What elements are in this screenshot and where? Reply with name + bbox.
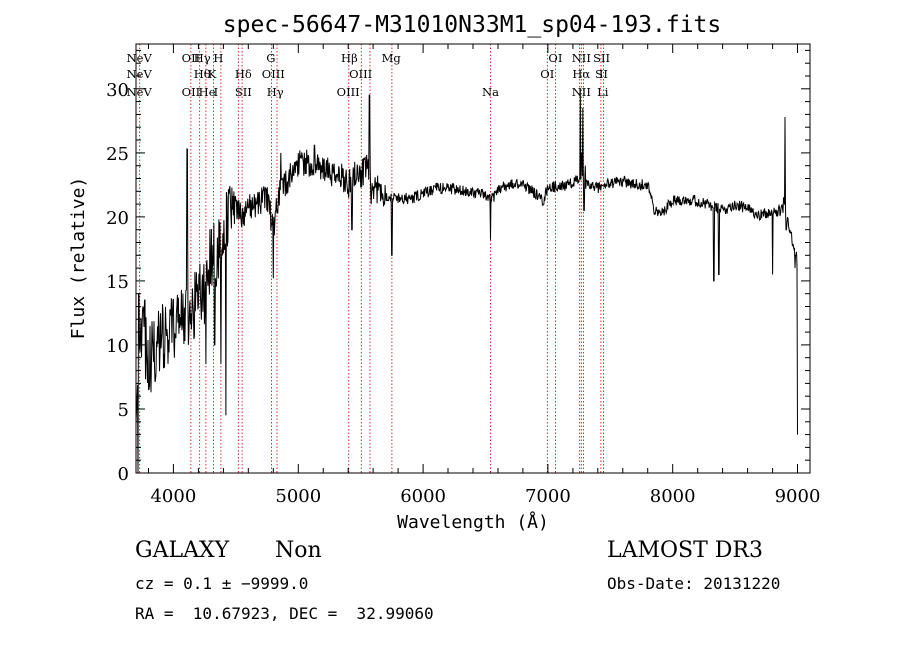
line-label: Hβ xyxy=(341,51,358,65)
line-label: He xyxy=(199,85,216,99)
line-label: I xyxy=(214,85,219,99)
line-label: NII xyxy=(572,51,591,65)
line-label: Mg xyxy=(382,51,402,65)
x-tick-label: 6000 xyxy=(400,486,446,507)
line-label: NII xyxy=(572,85,591,99)
line-label: OII xyxy=(182,51,201,65)
y-tick-label: 10 xyxy=(106,336,129,357)
x-tick-label: 4000 xyxy=(150,486,196,507)
plot-frame xyxy=(135,43,811,474)
line-label: OIII xyxy=(262,67,285,81)
line-label: OI xyxy=(548,51,562,65)
coordinates: RA = 10.67923, DEC = 32.99060 xyxy=(135,604,434,623)
line-label: G xyxy=(266,51,275,65)
line-label: II xyxy=(599,67,608,81)
line-label: Hγ xyxy=(267,85,284,99)
x-tick-label: 5000 xyxy=(275,486,321,507)
survey-name: LAMOST DR3 xyxy=(607,538,763,563)
line-label: SII xyxy=(235,85,252,99)
line-label: NeV xyxy=(127,67,153,81)
line-label: OIII xyxy=(337,85,360,99)
y-axis-ticks: 0 5 10 15 20 25 30 xyxy=(106,49,810,485)
line-label: S xyxy=(595,67,603,81)
y-tick-label: 25 xyxy=(106,144,129,165)
y-tick-label: 30 xyxy=(106,80,129,101)
line-label: OI xyxy=(540,67,554,81)
line-label: OIII xyxy=(349,67,372,81)
x-axis-ticks: 4000 5000 6000 7000 8000 9000 xyxy=(148,44,821,507)
line-label: Hδ xyxy=(235,67,252,81)
spectrum-line xyxy=(135,88,798,474)
line-label: Hγ xyxy=(194,51,211,65)
line-label: NeV xyxy=(127,51,153,65)
line-label: OII xyxy=(182,85,201,99)
line-label: Hα xyxy=(572,67,590,81)
redshift: cz = 0.1 ± −9999.0 xyxy=(135,574,309,593)
y-tick-label: 20 xyxy=(106,208,129,229)
line-label: Li xyxy=(597,85,609,99)
x-tick-label: 9000 xyxy=(775,486,821,507)
line-label: NeV xyxy=(127,85,153,99)
object-class: GALAXY xyxy=(135,538,230,563)
y-tick-label: 0 xyxy=(118,464,129,485)
chart-title: spec-56647-M31010N33M1_sp04-193.fits xyxy=(223,12,722,38)
line-label: K xyxy=(208,67,217,81)
line-label: H xyxy=(213,51,223,65)
y-tick-label: 15 xyxy=(106,272,129,293)
line-markers xyxy=(139,44,604,473)
y-axis-label: Flux (relative) xyxy=(68,177,89,340)
y-tick-label: 5 xyxy=(118,400,129,421)
x-tick-label: 7000 xyxy=(525,486,571,507)
obs-date: Obs-Date: 20131220 xyxy=(607,574,781,593)
line-label: SII xyxy=(593,51,610,65)
line-label: Na xyxy=(482,85,499,99)
x-tick-label: 8000 xyxy=(650,486,696,507)
object-subclass: Non xyxy=(275,538,322,563)
line-label: Hθ xyxy=(194,67,211,81)
x-axis-label: Wavelength (Å) xyxy=(397,511,549,533)
